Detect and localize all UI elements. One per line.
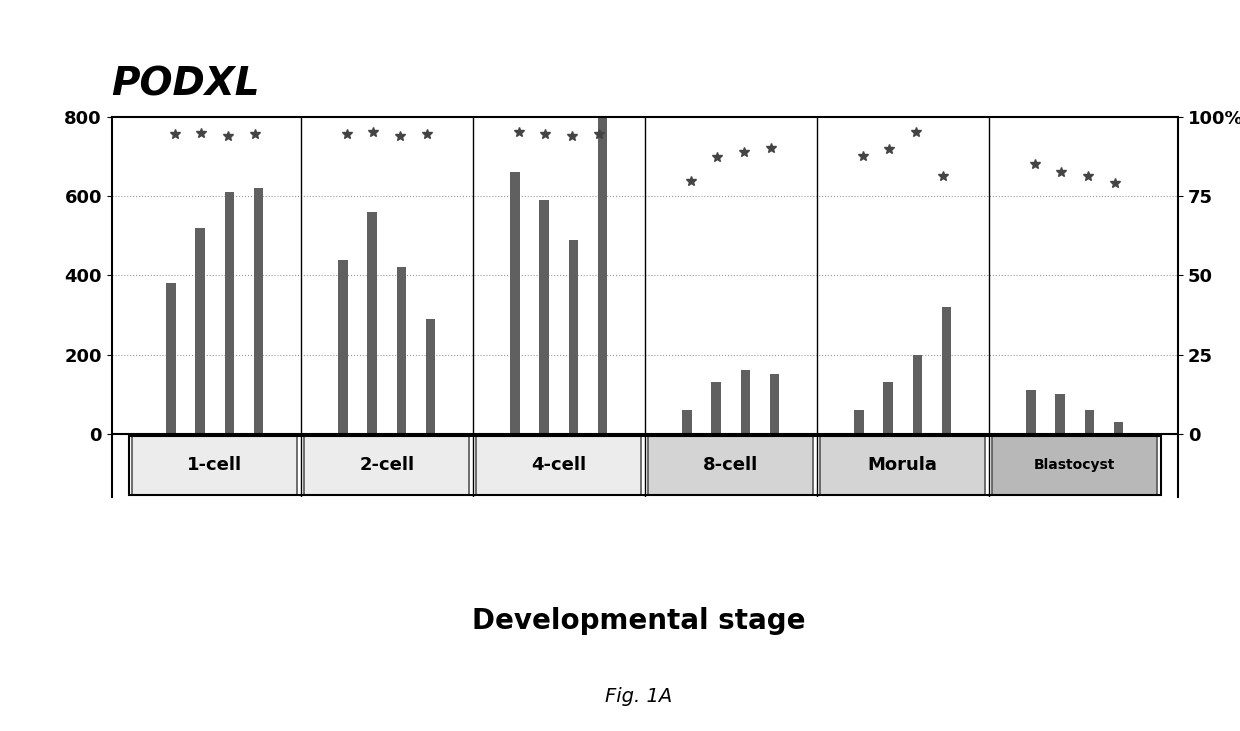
Bar — [942, 307, 951, 433]
Text: Fig. 1A: Fig. 1A — [605, 686, 672, 705]
Bar — [1114, 422, 1123, 433]
Bar — [166, 283, 176, 433]
Bar — [133, 436, 298, 495]
Text: PODXL: PODXL — [112, 65, 260, 103]
Bar — [770, 374, 780, 433]
Bar — [1055, 394, 1065, 433]
Bar — [854, 410, 864, 433]
Bar — [1027, 390, 1035, 433]
Bar — [569, 240, 578, 433]
Bar — [129, 436, 1161, 495]
Bar — [304, 436, 470, 495]
Text: Developmental stage: Developmental stage — [472, 607, 805, 635]
Bar — [425, 319, 435, 433]
Text: Blastocyst: Blastocyst — [1034, 458, 1116, 472]
Text: 1-cell: 1-cell — [187, 456, 242, 474]
Bar — [820, 436, 986, 495]
Bar — [254, 188, 263, 433]
Bar — [510, 173, 520, 433]
Bar — [992, 436, 1157, 495]
Bar — [712, 382, 720, 433]
Bar — [476, 436, 641, 495]
Bar — [397, 268, 407, 433]
Bar — [196, 228, 205, 433]
Bar — [649, 436, 813, 495]
Bar — [539, 200, 549, 433]
Bar — [682, 410, 692, 433]
Text: 8-cell: 8-cell — [703, 456, 759, 474]
Bar — [598, 117, 608, 433]
Text: Morula: Morula — [868, 456, 937, 474]
Bar — [224, 192, 234, 433]
Bar — [740, 371, 750, 433]
Text: 4-cell: 4-cell — [531, 456, 587, 474]
Bar — [913, 355, 923, 433]
Bar — [367, 212, 377, 433]
Bar — [1085, 410, 1094, 433]
Bar — [339, 260, 347, 433]
Text: 2-cell: 2-cell — [360, 456, 414, 474]
Bar — [883, 382, 893, 433]
